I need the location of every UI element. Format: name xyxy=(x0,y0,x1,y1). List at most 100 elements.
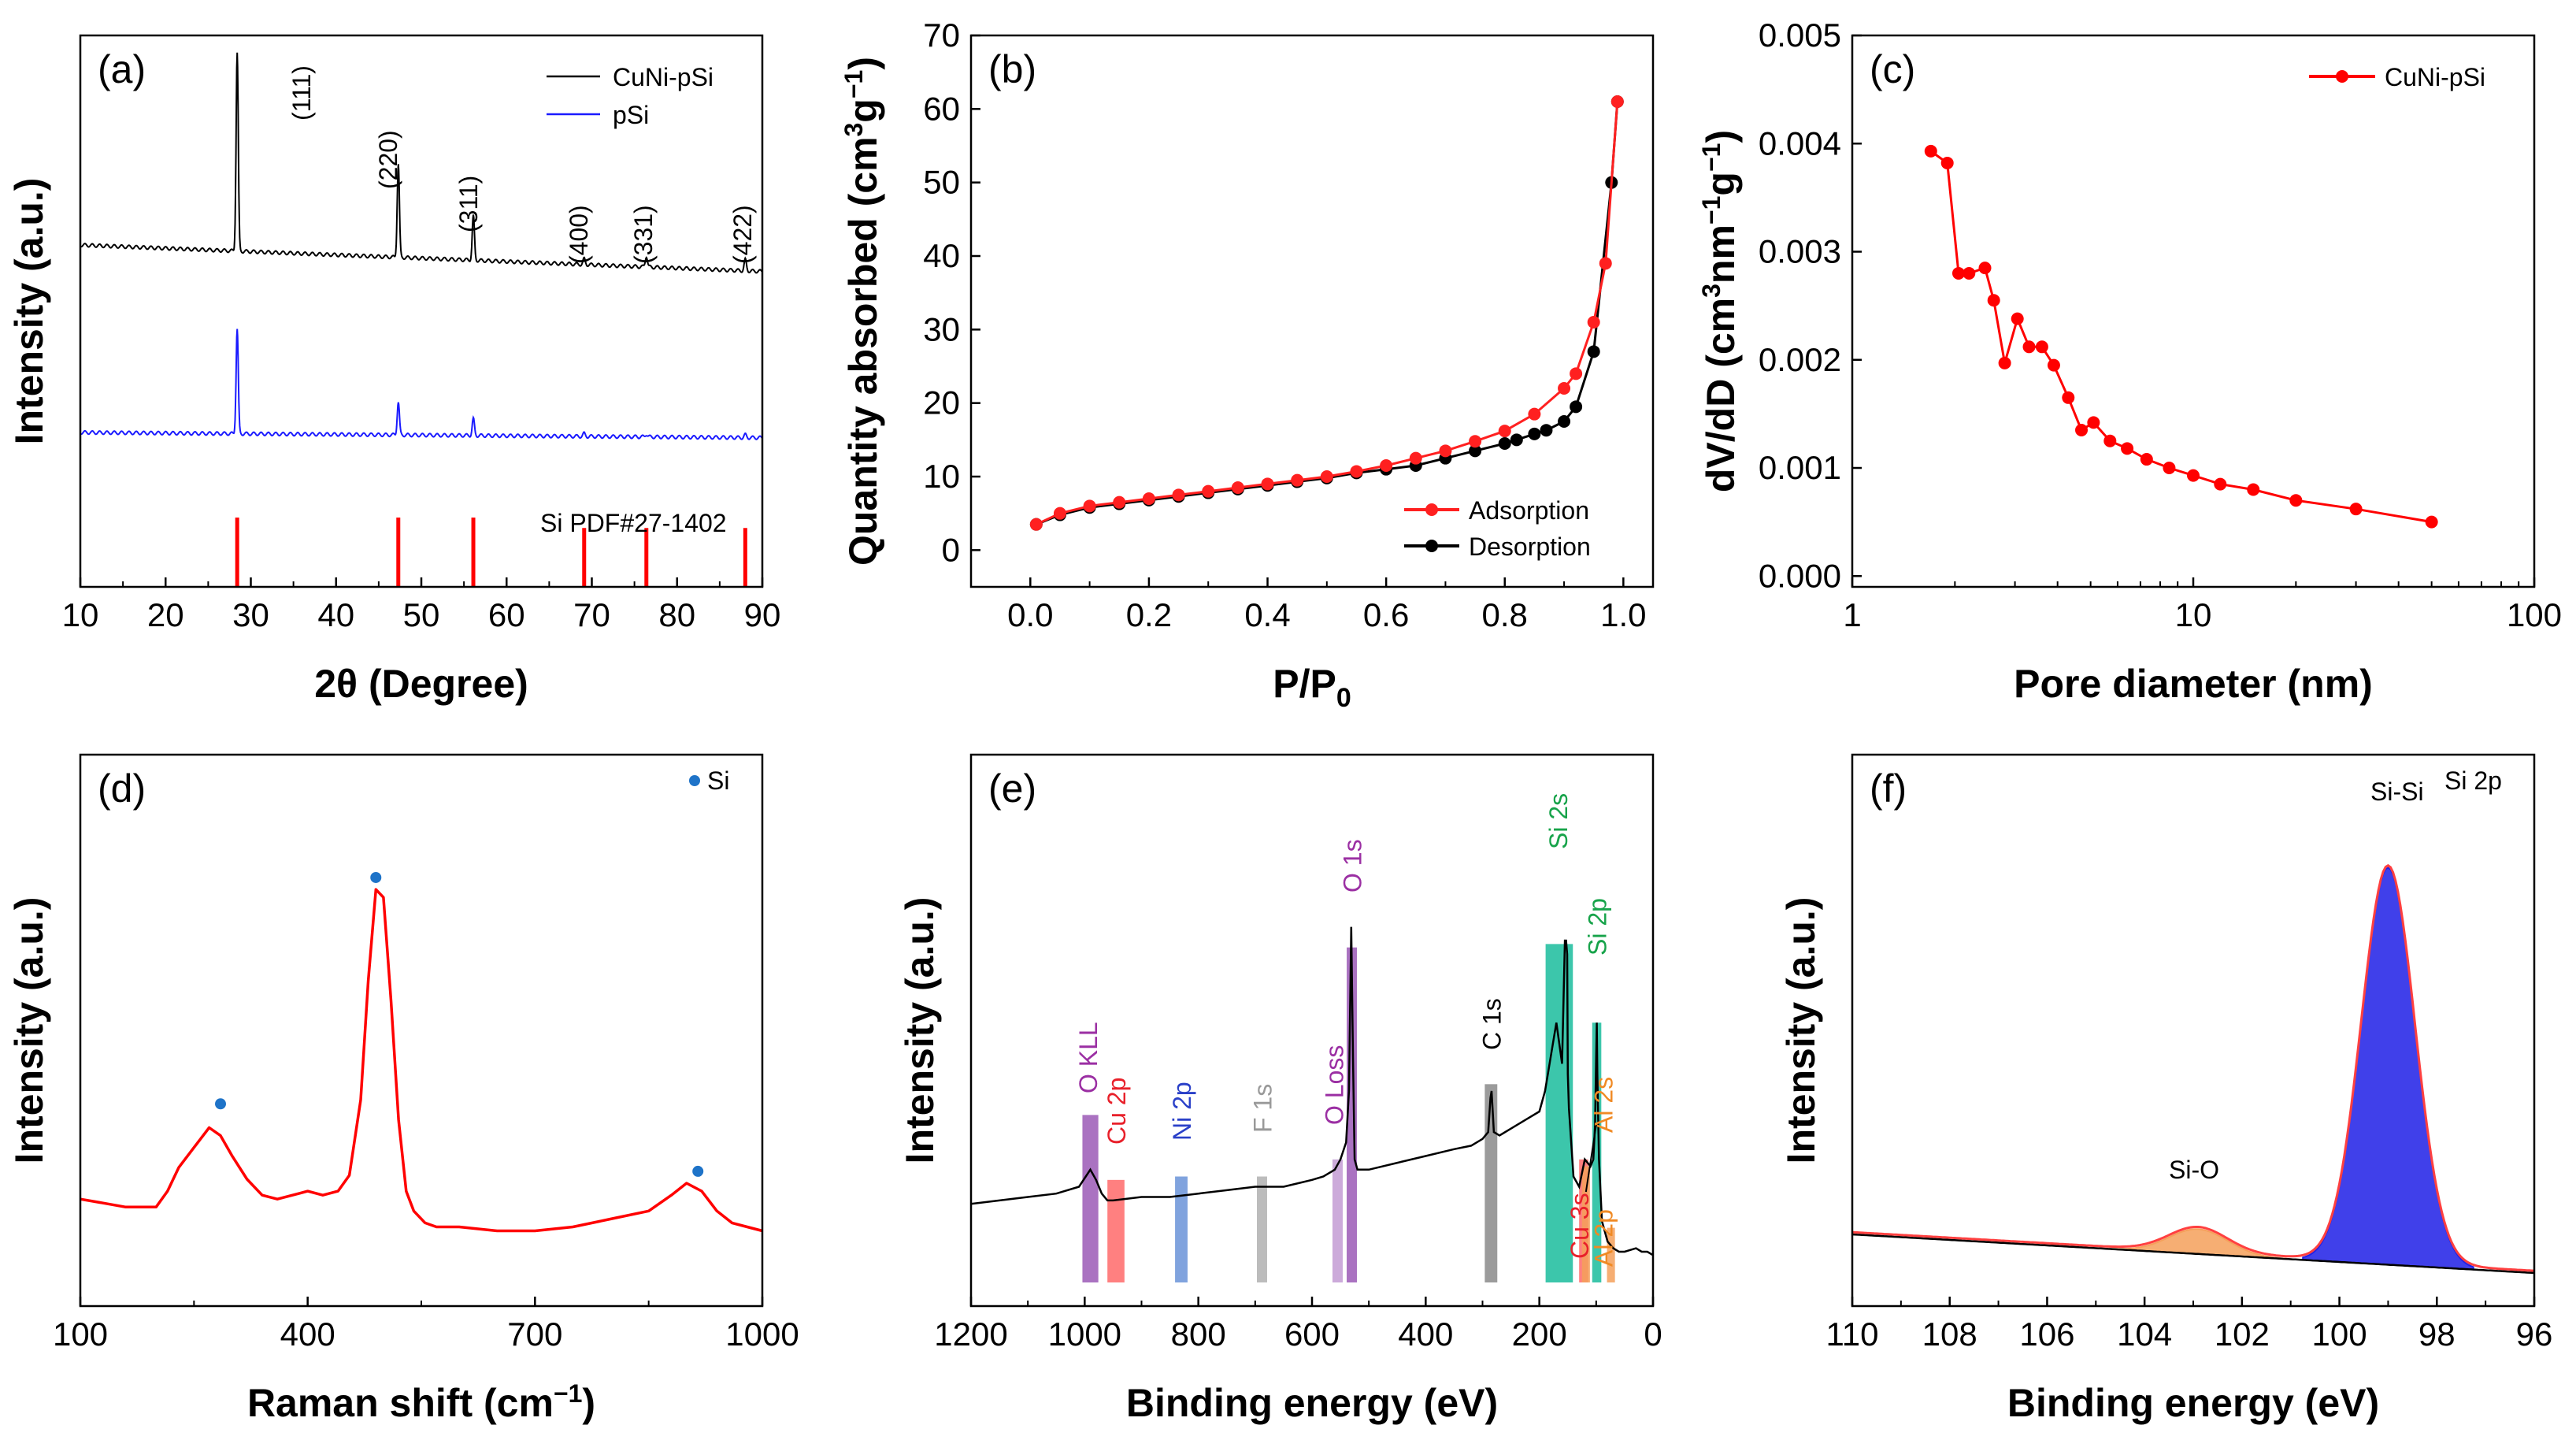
xrd-x-tick-label: 20 xyxy=(147,596,184,633)
xrd-y-axis-label: Intensity (a.u.) xyxy=(7,178,51,445)
isotherm-point-desorption xyxy=(1540,424,1553,437)
raman-x-tick-label: 700 xyxy=(507,1316,562,1353)
xps-band-si-2p xyxy=(1592,1022,1602,1282)
xps-band-o-loss xyxy=(1332,1159,1343,1282)
xrd-x-ticks: 10 20 30 40 50 60 70 80 90 xyxy=(62,577,781,633)
pore-x-axis-label: Pore diameter (nm) xyxy=(2014,662,2373,706)
isotherm-point-adsorption xyxy=(1469,435,1482,448)
xps-x-tick-label: 0 xyxy=(1644,1316,1662,1353)
si2p-x-axis-label: Binding energy (eV) xyxy=(2007,1381,2379,1425)
si-o-label: Si-O xyxy=(2169,1156,2219,1184)
pore-point xyxy=(1998,356,2011,369)
isotherm-y-tick-label: 40 xyxy=(923,237,960,274)
xps-survey-y-axis-label: Intensity (a.u.) xyxy=(898,897,942,1164)
raman-x-tick-label: 100 xyxy=(53,1316,108,1353)
pore-legend: CuNi-pSi xyxy=(2309,63,2485,91)
si2p-x-tick-label: 106 xyxy=(2019,1316,2074,1353)
xps-survey-plot-area xyxy=(970,926,1654,1256)
peak-label-331: (331) xyxy=(629,205,658,264)
pore-point xyxy=(2163,462,2176,475)
xrd-legend: CuNi-pSi pSi xyxy=(547,63,713,129)
isotherm-point-adsorption xyxy=(1599,257,1612,270)
xps-band-al-2s xyxy=(1581,1166,1590,1282)
pore-y-ticks: 0.000 0.001 0.002 0.003 0.004 0.005 xyxy=(1759,17,1862,594)
xps-x-tick-label: 1200 xyxy=(934,1316,1007,1353)
isotherm-point-adsorption xyxy=(1172,488,1185,502)
xrd-x-tick-label: 40 xyxy=(317,596,354,633)
isotherm-y-tick-label: 50 xyxy=(923,164,960,201)
si2p-annotation: Si 2p xyxy=(2444,766,2502,795)
pore-point xyxy=(2121,442,2134,455)
panel-b-bet: (b) Adsorption Desorption 0.0 0.2 0.4 0.6 0.… xyxy=(840,17,1655,713)
isotherm-y-tick-label: 10 xyxy=(923,458,960,495)
isotherm-point-desorption xyxy=(1528,427,1541,440)
raman-xlabel-main: Raman shift (cm xyxy=(247,1381,554,1425)
isotherm-point-desorption xyxy=(1498,437,1511,450)
isotherm-y-tick-label: 60 xyxy=(923,90,960,127)
isotherm-point-adsorption xyxy=(1380,459,1393,472)
xrd-x-tick-label: 10 xyxy=(62,596,99,633)
xps-band-o-kll xyxy=(1082,1115,1099,1282)
pore-point xyxy=(1963,266,1976,280)
panel-d-raman: (d) Si 100 400 700 1000 Raman shift (cm−1) … xyxy=(7,753,799,1425)
panel-label-c: (c) xyxy=(1870,47,1915,91)
pore-y-tick-label: 0.003 xyxy=(1759,233,1841,270)
xps-survey-line xyxy=(970,926,1654,1256)
xps-x-tick-label: 400 xyxy=(1398,1316,1453,1353)
panel-a-xrd: (a) CuNi-pSi pSi Si PDF#27-1402 (111) (2… xyxy=(7,34,781,706)
isotherm-point-adsorption xyxy=(1053,507,1066,520)
xps-label-o-1s: O 1s xyxy=(1339,839,1367,893)
isotherm-point-adsorption xyxy=(1261,477,1274,491)
raman-x-tick-label: 400 xyxy=(280,1316,335,1353)
pore-point xyxy=(2022,340,2036,354)
pore-ylabel-end: ) xyxy=(1699,130,1743,143)
isotherm-x-tick-label: 0.2 xyxy=(1126,596,1172,633)
isotherm-point-adsorption xyxy=(1350,465,1363,478)
isotherm-point-desorption xyxy=(1570,400,1583,414)
xrd-plot-area xyxy=(80,52,763,587)
isotherm-xlabel-sub: 0 xyxy=(1336,683,1351,713)
xrd-x-tick-label: 30 xyxy=(232,596,269,633)
pore-ylabel-sup2: −1 xyxy=(1697,196,1725,225)
xrd-x-tick-label: 60 xyxy=(488,596,525,633)
legend-label-si: Si xyxy=(707,766,729,795)
peak-label-311: (311) xyxy=(454,176,483,232)
panel-label-d: (d) xyxy=(98,766,146,811)
pore-point xyxy=(1924,144,1937,158)
pore-point xyxy=(2425,515,2438,529)
pore-point xyxy=(2289,494,2303,507)
isotherm-y-tick-label: 70 xyxy=(923,17,960,54)
si2p-background xyxy=(1851,1233,2535,1275)
isotherm-point-adsorption xyxy=(1029,518,1043,531)
peak-label-111: (111) xyxy=(287,65,316,121)
pore-y-tick-label: 0.001 xyxy=(1759,449,1841,486)
isotherm-point-adsorption xyxy=(1570,367,1583,380)
isotherm-point-adsorption xyxy=(1610,95,1624,108)
xps-band-al-2p xyxy=(1607,1227,1615,1282)
isotherm-point-desorption xyxy=(1510,433,1523,447)
raman-xlabel-sup: −1 xyxy=(554,1379,582,1408)
xps-label-f-1s: F 1s xyxy=(1248,1084,1277,1133)
isotherm-y-tick-label: 30 xyxy=(923,310,960,347)
legend-marker-pore xyxy=(2336,70,2348,83)
xps-label-o-loss: O Loss xyxy=(1320,1045,1348,1125)
raman-si-marker xyxy=(370,871,382,883)
xrd-x-tick-label: 90 xyxy=(744,596,781,633)
isotherm-legend: Adsorption Desorption xyxy=(1404,496,1591,561)
isotherm-x-ticks: 0.0 0.2 0.4 0.6 0.8 1.0 xyxy=(970,577,1647,633)
isotherm-ylabel-a: Quantity absorbed (cm xyxy=(841,136,885,566)
si2p-x-tick-label: 96 xyxy=(2516,1316,2553,1353)
isotherm-ylabel-end: ) xyxy=(841,57,885,70)
pore-x-tick-label: 10 xyxy=(2175,596,2212,633)
legend-label-psi: pSi xyxy=(613,101,649,129)
xps-label-cu-2p: Cu 2p xyxy=(1103,1078,1131,1145)
si-si-label: Si-Si xyxy=(2370,778,2424,806)
si2p-x-tick-label: 102 xyxy=(2215,1316,2270,1353)
legend-marker-desorption xyxy=(1425,540,1438,552)
xrd-x-tick-label: 80 xyxy=(658,596,695,633)
xrd-x-tick-label: 50 xyxy=(403,596,440,633)
raman-x-tick-label: 1000 xyxy=(725,1316,799,1353)
pore-y-tick-label: 0.004 xyxy=(1759,124,1841,161)
